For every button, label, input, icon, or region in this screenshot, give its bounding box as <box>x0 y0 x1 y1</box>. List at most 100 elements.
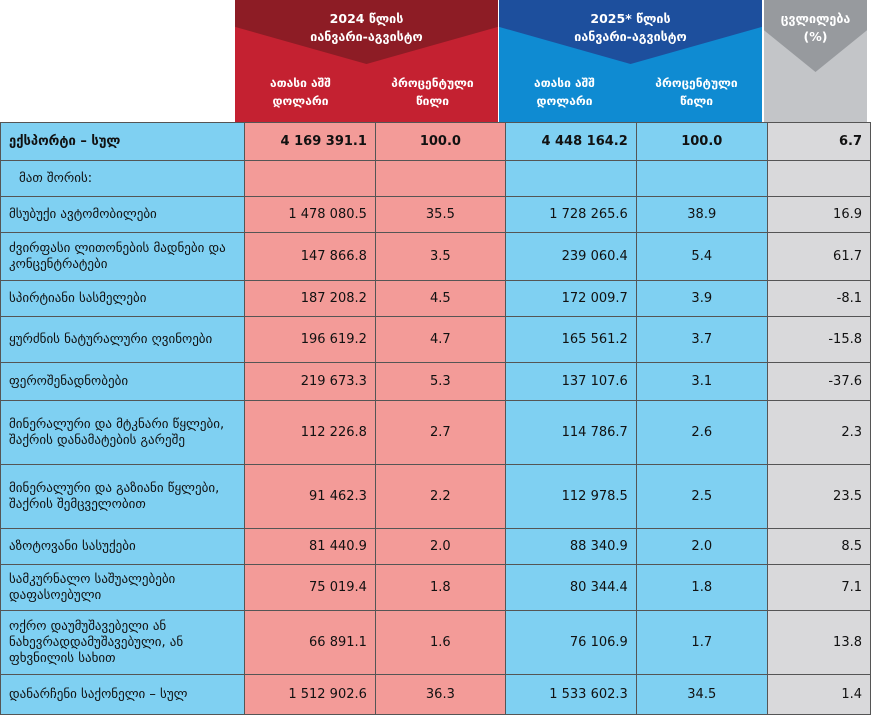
change-percent: 2.3 <box>766 400 871 465</box>
table-row: ფეროშენადნობები 219 673.3 5.3 137 107.6 … <box>0 362 871 401</box>
header-2024: 2024 წლის იანვარი-აგვისტო ათასი აშშ დოლა… <box>235 0 498 122</box>
value-2024: 147 866.8 <box>243 232 376 281</box>
share-2024: 1.6 <box>374 610 506 675</box>
change-percent: 8.5 <box>766 528 871 565</box>
share-2024: 36.3 <box>374 674 506 715</box>
row-label: ძვირფასი ლითონების მადნები და კონცენტრატ… <box>0 232 245 281</box>
value-2025: 76 106.9 <box>504 610 637 675</box>
table-row: მინერალური და გაზიანი წყლები, შაქრის შემ… <box>0 464 871 529</box>
share-2025: 3.7 <box>635 316 768 363</box>
header-2024-value-col: ათასი აშშ დოლარი <box>270 76 331 108</box>
share-2025: 3.1 <box>635 362 768 401</box>
value-2024: 91 462.3 <box>243 464 376 529</box>
share-2025: 2.0 <box>635 528 768 565</box>
value-2024: 4 169 391.1 <box>243 122 376 161</box>
value-2025: 165 561.2 <box>504 316 637 363</box>
share-2024: 1.8 <box>374 564 506 611</box>
change-percent: 6.7 <box>766 122 871 161</box>
share-2025: 2.5 <box>635 464 768 529</box>
share-2025: 1.8 <box>635 564 768 611</box>
change-percent: 23.5 <box>766 464 871 529</box>
change-percent: 7.1 <box>766 564 871 611</box>
table-row: ძვირფასი ლითონების მადნები და კონცენტრატ… <box>0 232 871 281</box>
value-2025: 239 060.4 <box>504 232 637 281</box>
table-row: ყურძნის ნატურალური ღვინოები 196 619.2 4.… <box>0 316 871 363</box>
table-row: მინერალური და მტკნარი წყლები, შაქრის დან… <box>0 400 871 465</box>
value-2025: 112 978.5 <box>504 464 637 529</box>
row-label: სამკურნალო საშუალებები დაფასოებული <box>0 564 245 611</box>
value-2025: 172 009.7 <box>504 280 637 317</box>
row-label: სპირტიანი სასმელები <box>0 280 245 317</box>
row-label: დანარჩენი საქონელი – სულ <box>0 674 245 715</box>
header-2024-share-col: პროცენტული წილი <box>391 76 474 108</box>
row-label: მინერალური და მტკნარი წყლები, შაქრის დან… <box>0 400 245 465</box>
share-2024: 4.5 <box>374 280 506 317</box>
change-percent: -37.6 <box>766 362 871 401</box>
header-2024-title: 2024 წლის იანვარი-აგვისტო <box>310 11 423 44</box>
change-percent: 61.7 <box>766 232 871 281</box>
table-row: ოქრო დაუმუშავებელი ან ნახევრადდამუშავებუ… <box>0 610 871 675</box>
row-label: მსუბუქი ავტომობილები <box>0 196 245 233</box>
value-2024: 112 226.8 <box>243 400 376 465</box>
export-table: ექსპორტი – სულ 4 169 391.1 100.0 4 448 1… <box>0 122 871 715</box>
change-percent: 13.8 <box>766 610 871 675</box>
share-2024: 4.7 <box>374 316 506 363</box>
change-percent <box>766 160 871 197</box>
value-2025 <box>504 160 637 197</box>
value-2024: 187 208.2 <box>243 280 376 317</box>
share-2025: 2.6 <box>635 400 768 465</box>
change-percent: 1.4 <box>766 674 871 715</box>
row-label: ექსპორტი – სულ <box>0 122 245 161</box>
header-2025-value-col: ათასი აშშ დოლარი <box>534 76 595 108</box>
change-percent: -15.8 <box>766 316 871 363</box>
share-2025: 3.9 <box>635 280 768 317</box>
share-2025: 100.0 <box>635 122 768 161</box>
row-label: მათ შორის: <box>0 160 245 197</box>
value-2025: 1 533 602.3 <box>504 674 637 715</box>
value-2024: 196 619.2 <box>243 316 376 363</box>
table-row: დანარჩენი საქონელი – სულ 1 512 902.6 36.… <box>0 674 871 715</box>
header-2025-share-col: პროცენტული წილი <box>655 76 738 108</box>
value-2025: 4 448 164.2 <box>504 122 637 161</box>
value-2025: 137 107.6 <box>504 362 637 401</box>
header-change: ცვლილება (%) <box>764 0 867 122</box>
share-2024: 2.7 <box>374 400 506 465</box>
share-2024: 100.0 <box>374 122 506 161</box>
value-2024: 219 673.3 <box>243 362 376 401</box>
share-2024: 5.3 <box>374 362 506 401</box>
table-row: სპირტიანი სასმელები 187 208.2 4.5 172 00… <box>0 280 871 317</box>
table-row: მსუბუქი ავტომობილები 1 478 080.5 35.5 1 … <box>0 196 871 233</box>
header-2025-title: 2025* წლის იანვარი-აგვისტო <box>574 11 687 44</box>
share-2024: 35.5 <box>374 196 506 233</box>
value-2025: 114 786.7 <box>504 400 637 465</box>
header-change-title: ცვლილება (%) <box>780 11 851 44</box>
share-2024: 3.5 <box>374 232 506 281</box>
table-row: ექსპორტი – სულ 4 169 391.1 100.0 4 448 1… <box>0 122 871 161</box>
share-2024: 2.0 <box>374 528 506 565</box>
share-2025: 38.9 <box>635 196 768 233</box>
value-2024: 66 891.1 <box>243 610 376 675</box>
value-2024: 81 440.9 <box>243 528 376 565</box>
row-label: ფეროშენადნობები <box>0 362 245 401</box>
row-label: აზოტოვანი სასუქები <box>0 528 245 565</box>
share-2025: 1.7 <box>635 610 768 675</box>
value-2024: 1 512 902.6 <box>243 674 376 715</box>
share-2024: 2.2 <box>374 464 506 529</box>
share-2024 <box>374 160 506 197</box>
value-2024: 75 019.4 <box>243 564 376 611</box>
header-2025: 2025* წლის იანვარი-აგვისტო ათასი აშშ დოლ… <box>499 0 762 122</box>
table-row: აზოტოვანი სასუქები 81 440.9 2.0 88 340.9… <box>0 528 871 565</box>
row-label: მინერალური და გაზიანი წყლები, შაქრის შემ… <box>0 464 245 529</box>
row-label: ყურძნის ნატურალური ღვინოები <box>0 316 245 363</box>
value-2025: 88 340.9 <box>504 528 637 565</box>
change-percent: -8.1 <box>766 280 871 317</box>
value-2025: 80 344.4 <box>504 564 637 611</box>
change-percent: 16.9 <box>766 196 871 233</box>
value-2024 <box>243 160 376 197</box>
share-2025: 5.4 <box>635 232 768 281</box>
share-2025: 34.5 <box>635 674 768 715</box>
table-row: სამკურნალო საშუალებები დაფასოებული 75 01… <box>0 564 871 611</box>
row-label: ოქრო დაუმუშავებელი ან ნახევრადდამუშავებუ… <box>0 610 245 675</box>
share-2025 <box>635 160 768 197</box>
value-2024: 1 478 080.5 <box>243 196 376 233</box>
